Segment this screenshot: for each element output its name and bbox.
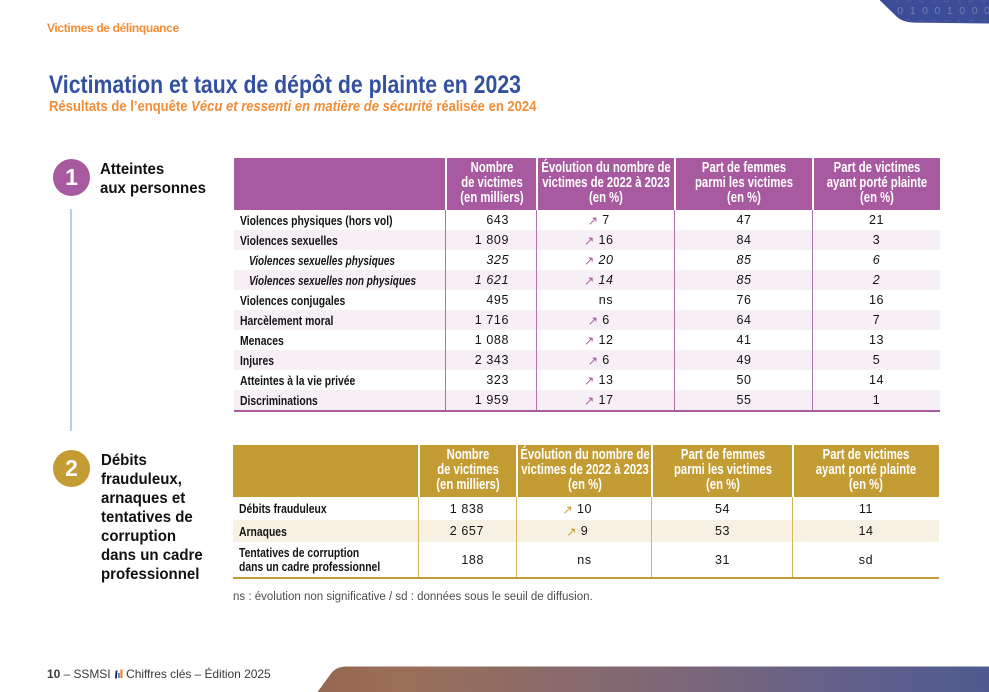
svg-text:0: 0 xyxy=(906,0,912,6)
svg-text:0: 0 xyxy=(981,18,987,25)
svg-text:1: 1 xyxy=(894,18,900,25)
svg-text:0: 0 xyxy=(968,18,974,25)
svg-text:1: 1 xyxy=(956,0,962,6)
svg-text:0: 0 xyxy=(922,5,928,17)
svg-text:0: 0 xyxy=(935,5,941,17)
svg-text:1: 1 xyxy=(910,5,916,17)
svg-text:0: 0 xyxy=(944,0,950,6)
svg-text:0: 0 xyxy=(906,18,912,25)
svg-text:1: 1 xyxy=(931,18,937,25)
svg-text:0: 0 xyxy=(919,0,925,6)
svg-text:0: 0 xyxy=(944,18,950,25)
svg-text:0: 0 xyxy=(972,5,978,17)
svg-text:1: 1 xyxy=(931,0,937,6)
svg-text:0: 0 xyxy=(981,0,987,6)
svg-text:1: 1 xyxy=(956,18,962,25)
svg-text:0: 0 xyxy=(959,5,965,17)
svg-text:0: 0 xyxy=(968,0,974,6)
svg-text:1: 1 xyxy=(947,5,953,17)
svg-text:0: 0 xyxy=(919,18,925,25)
svg-text:0: 0 xyxy=(897,5,903,17)
svg-text:0: 0 xyxy=(984,5,989,17)
svg-text:1: 1 xyxy=(894,0,900,6)
